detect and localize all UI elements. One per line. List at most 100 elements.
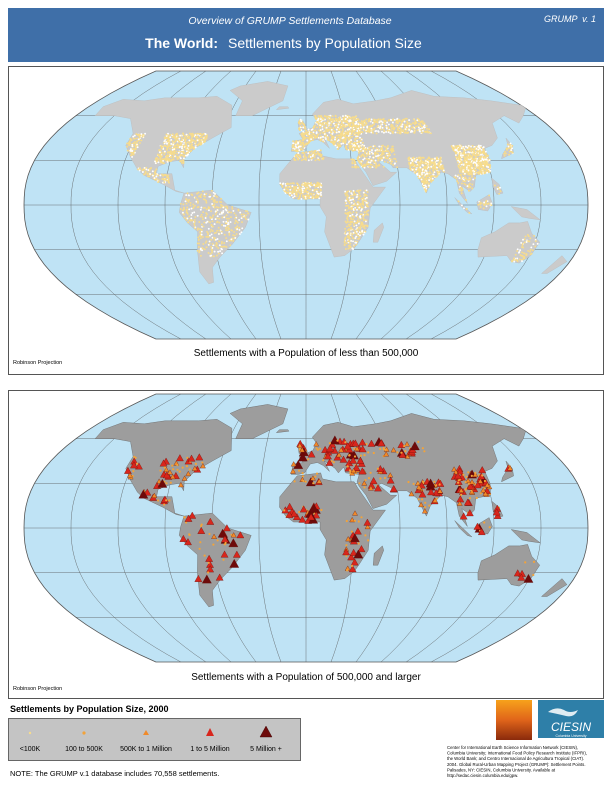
settlement-dot: [370, 163, 373, 166]
settlement-dot: [440, 167, 443, 170]
settlement-dot: [205, 208, 208, 211]
settlement-dot: [167, 139, 170, 142]
settlement-dot: [338, 134, 341, 137]
settlement-dot: [483, 521, 486, 524]
settlement-dot: [356, 216, 359, 218]
settlement-dot: [171, 133, 174, 136]
settlement-dot: [358, 151, 360, 154]
settlement-dot: [217, 250, 220, 253]
settlement-dot: [416, 125, 419, 128]
settlement-dot: [342, 115, 344, 118]
settlement-dot: [174, 140, 177, 143]
settlement-dot: [171, 148, 174, 151]
settlement-dot: [364, 148, 366, 151]
settlement-dot: [476, 157, 479, 160]
settlement-dot: [420, 161, 422, 163]
settlement-dot: [304, 127, 307, 130]
settlement-dot: [458, 188, 461, 191]
settlement-dot: [157, 499, 160, 502]
settlement-dot: [211, 236, 214, 239]
settlement-dot: [322, 121, 324, 124]
settlement-dot: [403, 120, 406, 123]
settlement-dot: [303, 155, 306, 158]
settlement-dot: [183, 155, 186, 158]
settlement-dot: [527, 240, 530, 243]
settlement-dot: [360, 162, 363, 165]
settlement-dot: [346, 235, 349, 238]
settlement-dot: [467, 151, 470, 154]
settlement-dot: [220, 212, 223, 215]
settlement-dot: [206, 230, 209, 233]
settlement-dot: [185, 202, 188, 205]
settlement-dot: [460, 147, 463, 150]
settlement-dot: [390, 147, 393, 150]
settlement-dot: [362, 233, 365, 236]
settlement-dot: [228, 211, 231, 214]
settlement-dot: [503, 154, 506, 157]
version: GRUMP v. 1: [544, 14, 596, 24]
settlement-dot: [460, 161, 462, 164]
settlement-dot: [323, 133, 326, 135]
settlement-dot: [370, 131, 373, 134]
settlement-dot: [346, 196, 349, 199]
settlement-dot: [318, 149, 320, 152]
settlement-dot: [174, 135, 177, 138]
settlement-dot: [173, 137, 176, 140]
settlement-dot: [332, 143, 335, 146]
settlement-dot: [426, 159, 429, 162]
settlement-dot: [361, 131, 364, 134]
settlement-dot: [214, 192, 216, 195]
settlement-dot: [356, 157, 359, 160]
settlement-dot: [343, 125, 346, 128]
settlement-dot: [138, 136, 141, 139]
settlement-dot: [171, 464, 174, 467]
settlement-dot: [351, 149, 354, 152]
settlement-dot: [317, 152, 320, 155]
settlement-dot: [490, 202, 493, 205]
settlement-dot: [382, 150, 385, 153]
settlement-dot: [130, 139, 133, 142]
settlement-dot: [213, 232, 216, 235]
settlement-dot: [372, 156, 375, 159]
settlement-dot: [516, 257, 519, 260]
settlement-dot: [343, 123, 345, 126]
settlement-dot: [177, 151, 180, 154]
settlement-dot: [348, 454, 351, 457]
settlement-dot: [417, 440, 420, 443]
settlement-dot: [165, 156, 167, 159]
settlement-dot: [301, 151, 304, 154]
settlement-dot: [357, 166, 360, 169]
settlement-dot: [218, 240, 221, 243]
settlement-dot: [182, 144, 185, 147]
settlement-dot: [216, 195, 218, 198]
settlement-dot: [182, 160, 185, 163]
settlement-dot: [309, 188, 312, 191]
settlement-dot: [292, 189, 294, 191]
settlement-dot: [355, 135, 358, 138]
settlement-dot: [363, 155, 366, 158]
header-subtitle: Overview of GRUMP Settlements Database: [188, 15, 391, 27]
settlement-dot: [482, 168, 485, 171]
settlement-dot: [392, 119, 395, 122]
settlement-dot: [359, 189, 362, 192]
settlement-dot: [435, 484, 438, 487]
settlement-dot: [196, 201, 199, 204]
settlement-dot: [351, 130, 354, 133]
settlement-dot: [193, 222, 196, 225]
settlement-dot: [355, 204, 358, 207]
settlement-dot: [226, 229, 229, 232]
settlement-dot: [221, 223, 223, 226]
settlement-dot: [190, 207, 193, 210]
settlement-dot: [318, 197, 321, 200]
settlement-dot: [381, 159, 384, 162]
settlement-dot: [163, 140, 166, 142]
settlement-dot: [347, 130, 350, 133]
settlement-dot: [309, 155, 312, 158]
settlement-dot: [405, 124, 408, 127]
settlement-dot: [308, 184, 311, 187]
settlement-dot: [417, 161, 420, 164]
settlement-dot: [390, 127, 393, 130]
settlement-dot: [201, 136, 204, 139]
settlement-dot: [346, 225, 349, 228]
settlement-dot: [163, 181, 166, 184]
